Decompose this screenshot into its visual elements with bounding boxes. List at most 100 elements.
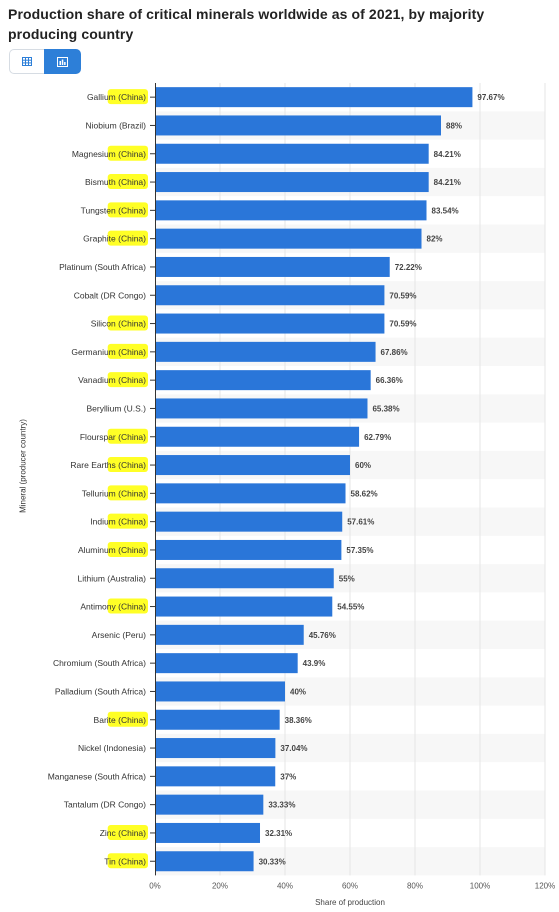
x-axis-label: Share of production xyxy=(315,898,385,907)
highlight-mark xyxy=(107,598,148,614)
bar-chart-icon xyxy=(57,56,68,67)
bar xyxy=(156,115,441,136)
x-tick-label: 120% xyxy=(535,881,555,890)
bar xyxy=(156,624,304,645)
bar xyxy=(156,370,371,391)
bar xyxy=(156,398,368,419)
value-label: 66.36% xyxy=(376,376,403,385)
bar xyxy=(156,483,346,504)
category-label: Germanium (China) xyxy=(71,347,146,357)
category-label: Gallium (China) xyxy=(87,92,146,102)
category-label: Antimony (China) xyxy=(80,602,146,612)
bar xyxy=(156,426,360,447)
highlight-mark xyxy=(107,174,148,190)
bar xyxy=(156,313,385,334)
bar xyxy=(156,653,298,674)
category-label: Chromium (South Africa) xyxy=(53,658,146,668)
highlight-mark xyxy=(107,513,148,529)
producer-country: (China) xyxy=(118,715,146,725)
value-label: 45.76% xyxy=(309,631,336,640)
category-label: Lithium (Australia) xyxy=(78,573,147,583)
highlight-mark xyxy=(107,89,148,105)
producer-country: (South Africa) xyxy=(95,771,147,781)
producer-country: (China) xyxy=(118,92,146,102)
chart-view-button[interactable] xyxy=(44,49,81,74)
bar xyxy=(156,87,473,108)
value-label: 37% xyxy=(280,772,296,781)
producer-country: (Brazil) xyxy=(119,120,146,130)
value-label: 37.04% xyxy=(280,744,307,753)
category-label: Palladium (South Africa) xyxy=(55,686,146,696)
highlight-mark xyxy=(107,457,148,473)
y-axis-label: Mineral (producer country) xyxy=(18,419,28,513)
producer-country: (China) xyxy=(118,347,146,357)
bar xyxy=(156,738,276,759)
highlight-mark xyxy=(107,202,148,218)
x-tick-label: 40% xyxy=(277,881,293,890)
category-label: Niobium (Brazil) xyxy=(86,120,147,130)
value-label: 60% xyxy=(355,461,371,470)
highlight-mark xyxy=(107,372,148,388)
value-label: 38.36% xyxy=(285,716,312,725)
category-label: Magnesium (China) xyxy=(72,149,146,159)
category-label: Tellurium (China) xyxy=(82,488,146,498)
value-label: 55% xyxy=(339,574,355,583)
category-label: Bismuth (China) xyxy=(85,177,146,187)
table-view-button[interactable] xyxy=(9,49,44,74)
producer-country: (China) xyxy=(118,177,146,187)
value-label: 30.33% xyxy=(259,857,286,866)
highlight-mark xyxy=(107,230,148,246)
producer-country: (China) xyxy=(118,856,146,866)
producer-country: (Australia) xyxy=(107,573,146,583)
producer-country: (China) xyxy=(118,432,146,442)
producer-country: (South Africa) xyxy=(95,658,147,668)
producer-country: (China) xyxy=(118,488,146,498)
category-label: Barite (China) xyxy=(94,715,147,725)
bar xyxy=(156,851,254,872)
bar xyxy=(156,341,376,362)
value-label: 70.59% xyxy=(389,291,416,300)
highlight-mark xyxy=(107,711,148,727)
producer-country: (South Africa) xyxy=(95,262,147,272)
value-label: 97.67% xyxy=(477,93,504,102)
bar xyxy=(156,511,343,532)
category-label: Nickel (Indonesia) xyxy=(78,743,146,753)
value-label: 65.38% xyxy=(372,404,399,413)
producer-country: (China) xyxy=(118,545,146,555)
value-label: 67.86% xyxy=(381,348,408,357)
x-tick-label: 0% xyxy=(149,881,161,890)
highlight-mark xyxy=(107,315,148,331)
x-tick-label: 60% xyxy=(342,881,358,890)
highlight-mark xyxy=(107,853,148,869)
highlight-mark xyxy=(107,824,148,840)
x-tick-label: 100% xyxy=(470,881,490,890)
value-label: 83.54% xyxy=(432,206,459,215)
bar xyxy=(156,709,280,730)
producer-country: (DR Congo) xyxy=(101,800,147,810)
category-label: Arsenic (Peru) xyxy=(92,630,147,640)
table-icon xyxy=(22,57,32,66)
value-label: 58.62% xyxy=(351,489,378,498)
bar xyxy=(156,596,333,617)
producer-country: (China) xyxy=(118,319,146,329)
producer-country: (China) xyxy=(118,460,146,470)
highlight-mark xyxy=(107,343,148,359)
bar xyxy=(156,568,334,589)
producer-country: (China) xyxy=(118,828,146,838)
x-tick-label: 20% xyxy=(212,881,228,890)
value-label: 84.21% xyxy=(434,150,461,159)
bar xyxy=(156,200,427,221)
category-label: Manganese (South Africa) xyxy=(48,771,146,781)
value-label: 70.59% xyxy=(389,320,416,329)
producer-country: (China) xyxy=(118,375,146,385)
value-label: 54.55% xyxy=(337,603,364,612)
bar xyxy=(156,256,390,277)
x-tick-label: 80% xyxy=(407,881,423,890)
category-label: Rare Earths (China) xyxy=(70,460,146,470)
value-label: 57.61% xyxy=(347,518,374,527)
value-label: 33.33% xyxy=(268,801,295,810)
producer-country: (China) xyxy=(118,149,146,159)
value-label: 88% xyxy=(446,121,462,130)
value-label: 82% xyxy=(427,235,443,244)
value-label: 62.79% xyxy=(364,433,391,442)
